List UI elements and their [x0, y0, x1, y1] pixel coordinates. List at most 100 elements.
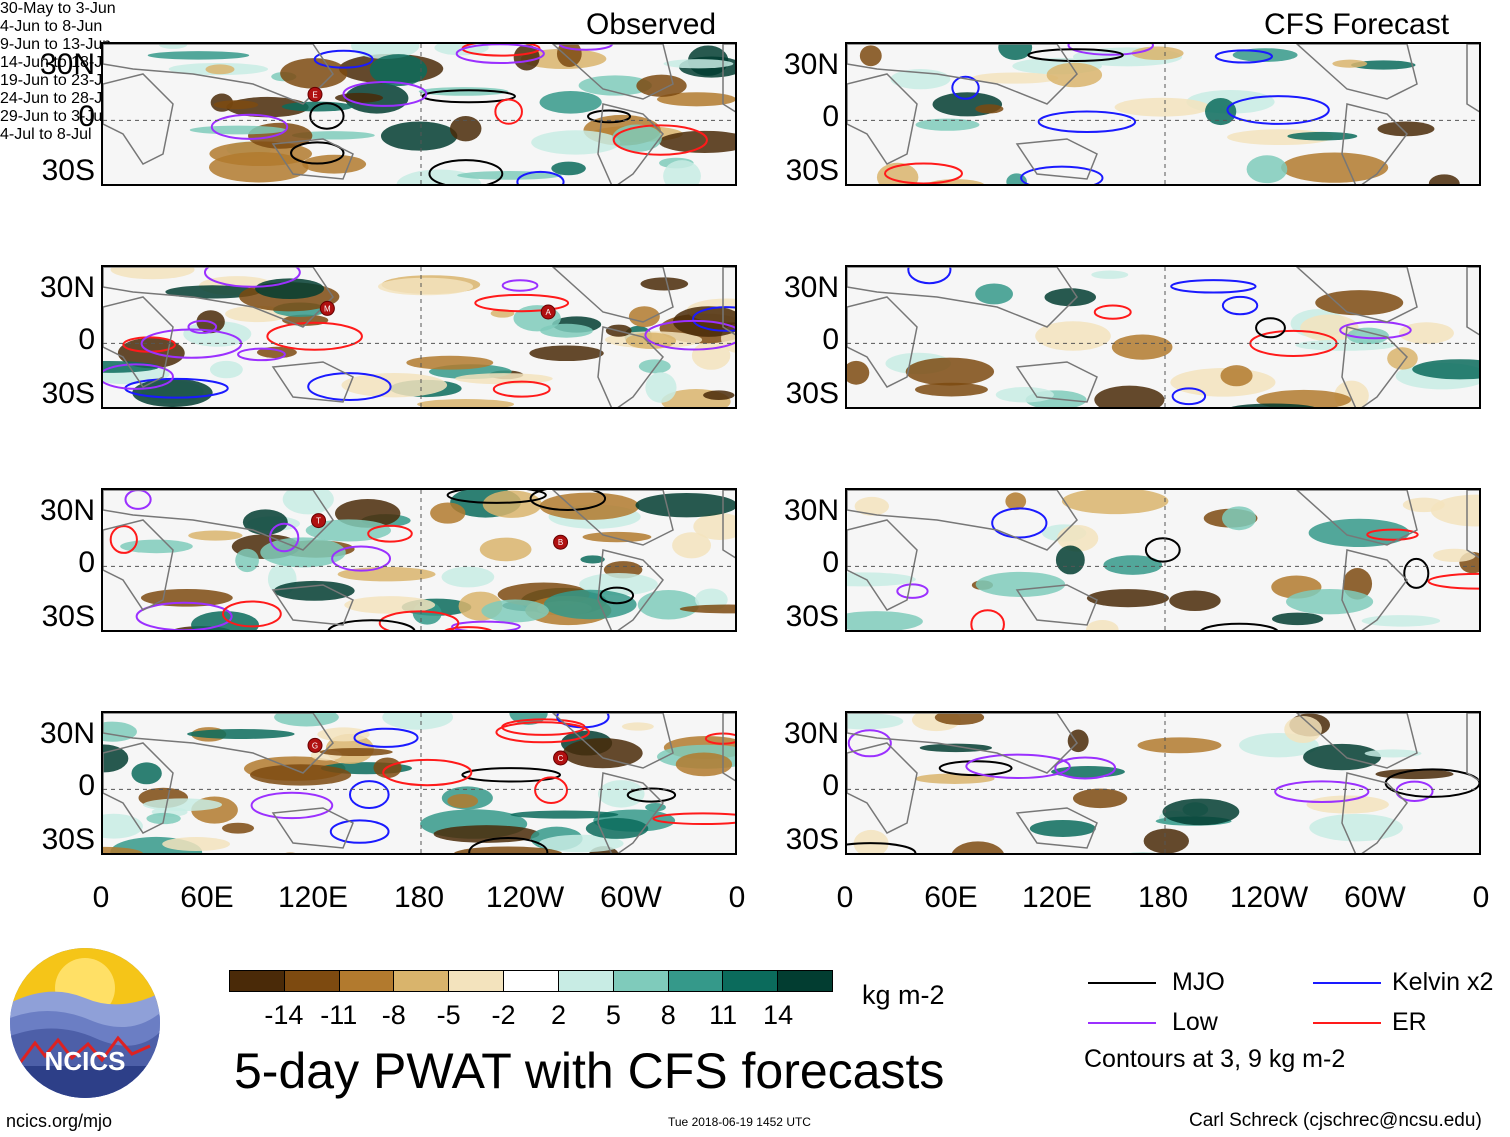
pwat-anomaly-blob [1387, 347, 1418, 370]
coastline [1295, 713, 1418, 769]
pwat-anomaly-blob [1072, 788, 1128, 809]
coastline [1015, 584, 1098, 626]
pwat-anomaly-blob [995, 387, 1054, 403]
pwat-anomaly-blob [449, 116, 482, 142]
map-panel [845, 42, 1481, 186]
colorbar-swatch [504, 971, 559, 991]
pwat-anomaly-blob [582, 531, 652, 543]
lat-label: 30S [41, 377, 95, 410]
pwat-anomaly-blob [637, 590, 700, 620]
lon-label: 180 [393, 881, 445, 914]
wave-contour [501, 279, 539, 292]
coastline [1295, 44, 1418, 100]
pwat-anomaly-blob [235, 548, 259, 573]
pwat-anomaly-blob [285, 852, 296, 853]
storm-marker: G [307, 737, 323, 753]
coastline [597, 103, 664, 184]
colorbar-tick-label: -2 [491, 1000, 516, 1030]
pwat-anomaly-blob [377, 277, 474, 296]
wave-contour [135, 601, 233, 630]
pwat-anomaly-blob [282, 490, 334, 515]
coastline [103, 742, 174, 834]
panel-title: 24-Jun to 28-Jun [0, 90, 121, 107]
pwat-anomaly-blob [221, 822, 255, 834]
observed-label: Observed [586, 10, 716, 40]
pwat-anomaly-blob [1232, 48, 1298, 62]
coastline [597, 772, 664, 853]
logo-text: NCICS [45, 1046, 126, 1076]
pwat-anomaly-blob [1361, 615, 1441, 627]
pwat-anomaly-blob [510, 810, 619, 819]
lat-label: 30S [785, 600, 839, 633]
lon-label: 0 [1472, 881, 1490, 914]
wave-contour [1403, 557, 1430, 589]
colorbar-tick-label: -14 [264, 1000, 304, 1030]
pwat-anomaly-blob [1402, 497, 1445, 513]
pwat-anomaly-blob [382, 713, 454, 730]
pwat-anomaly-blob [369, 54, 428, 87]
wave-contour [644, 319, 735, 351]
pwat-anomaly-blob [1231, 403, 1315, 407]
pwat-anomaly-blob [562, 738, 643, 769]
pwat-anomaly-blob [975, 104, 1004, 114]
pwat-anomaly-blob [531, 130, 621, 155]
pwat-anomaly-blob [580, 555, 605, 564]
pwat-anomaly-blob [189, 125, 287, 135]
colorbar-tick-label: 14 [763, 1000, 794, 1030]
lat-label: 30N [39, 48, 95, 81]
panel-title: 29-Jun to 3-Jul [0, 108, 106, 125]
coastline [847, 713, 1078, 774]
ncics-logo: NCICS [10, 948, 160, 1098]
pwat-anomaly-blob [621, 722, 654, 731]
pwat-anomaly-blob [658, 130, 735, 153]
legend-line-er [1313, 1022, 1381, 1024]
lat-label: 30S [785, 823, 839, 856]
pwat-anomaly-blob [396, 169, 482, 184]
pwat-anomaly-blob [1044, 288, 1096, 307]
wave-contour [307, 372, 392, 402]
wave-contour [313, 49, 374, 69]
wave-contour [309, 102, 345, 130]
wave-contour [342, 80, 428, 107]
pwat-anomaly-blob [876, 162, 919, 184]
lat-label: 30N [783, 48, 839, 81]
pwat-anomaly-blob [1130, 852, 1156, 853]
colorbar-tick-label: 11 [709, 1000, 738, 1030]
wave-contour [367, 524, 413, 543]
footer-url[interactable]: ncics.org/mjo [6, 1111, 113, 1131]
pwat-anomaly-blob [919, 743, 993, 753]
wave-contour [1170, 279, 1257, 294]
storm-marker-label: T [316, 517, 321, 526]
lon-label: 0 [92, 881, 110, 914]
lon-label: 180 [1137, 881, 1189, 914]
coastline [722, 267, 735, 336]
pwat-anomaly-blob [847, 713, 904, 730]
coastline [1295, 490, 1418, 546]
map-panel [845, 488, 1481, 632]
pwat-anomaly-blob [274, 713, 339, 727]
colorbar-swatch [230, 971, 285, 991]
pwat-anomaly-blob [1432, 548, 1476, 563]
wave-contour [1221, 295, 1259, 316]
wave-contour [492, 380, 551, 398]
colorbar-swatch [723, 971, 779, 991]
pwat-anomaly-blob [447, 793, 479, 809]
lat-label: 0 [78, 100, 95, 133]
storm-marker: E [307, 86, 323, 102]
wave-contour [266, 321, 363, 351]
lon-label: 120W [485, 881, 565, 914]
coastline [1015, 807, 1098, 849]
wave-contour [124, 490, 152, 510]
pwat-anomaly-blob [1091, 270, 1129, 279]
coastline [1341, 772, 1408, 853]
lat-label: 30N [783, 494, 839, 527]
storm-marker: M [319, 300, 335, 316]
wave-contour [529, 490, 607, 511]
wave-contour [896, 583, 929, 599]
wave-contour [331, 545, 392, 572]
pwat-anomaly-blob [131, 762, 162, 785]
coastline [1466, 267, 1479, 336]
pwat-anomaly-blob [1103, 555, 1163, 575]
pwat-anomaly-blob [1412, 359, 1479, 380]
